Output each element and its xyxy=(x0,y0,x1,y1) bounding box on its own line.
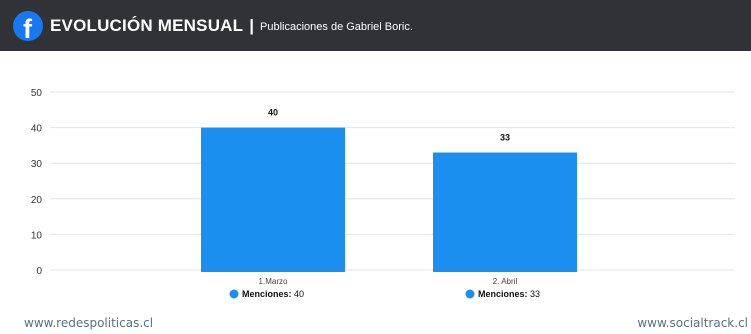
y-tick-label: 10 xyxy=(31,230,43,241)
bar-value-label: 33 xyxy=(500,133,510,143)
facebook-icon: f xyxy=(13,10,43,41)
bar-chart: 0 10 20 30 40 50 40 1.Marzo 33 2. Abril Menciones:… xyxy=(0,51,751,311)
header-bar: f EVOLUCIÓN MENSUAL | Publicaciones de G… xyxy=(0,0,751,51)
y-tick-label: 20 xyxy=(31,195,43,206)
footer-left-url: www.redespoliticas.cl xyxy=(24,316,154,330)
legend-label: Menciones: 33 xyxy=(478,289,540,299)
chart-svg: 0 10 20 30 40 50 40 1.Marzo 33 2. Abril Menciones:… xyxy=(31,88,735,299)
page-subtitle: Publicaciones de Gabriel Boric. xyxy=(260,21,413,33)
x-category-label: 1.Marzo xyxy=(259,277,288,286)
bar xyxy=(201,127,345,272)
bar-value-label: 40 xyxy=(268,108,278,118)
y-tick-label: 40 xyxy=(31,124,43,135)
legend-marker xyxy=(229,289,239,299)
x-category-label: 2. Abril xyxy=(493,277,518,286)
y-tick-label: 50 xyxy=(31,88,43,99)
y-tick-label: 30 xyxy=(31,159,43,170)
footer-right-url: www.socialtrack.cl xyxy=(637,316,748,330)
page-title: EVOLUCIÓN MENSUAL xyxy=(50,15,244,35)
title-separator: | xyxy=(249,15,255,35)
legend-marker xyxy=(465,289,475,299)
legend-label: Menciones: 40 xyxy=(242,289,304,299)
bar xyxy=(433,152,577,272)
facebook-icon-letter: f xyxy=(23,13,32,41)
y-tick-label: 0 xyxy=(36,266,42,277)
